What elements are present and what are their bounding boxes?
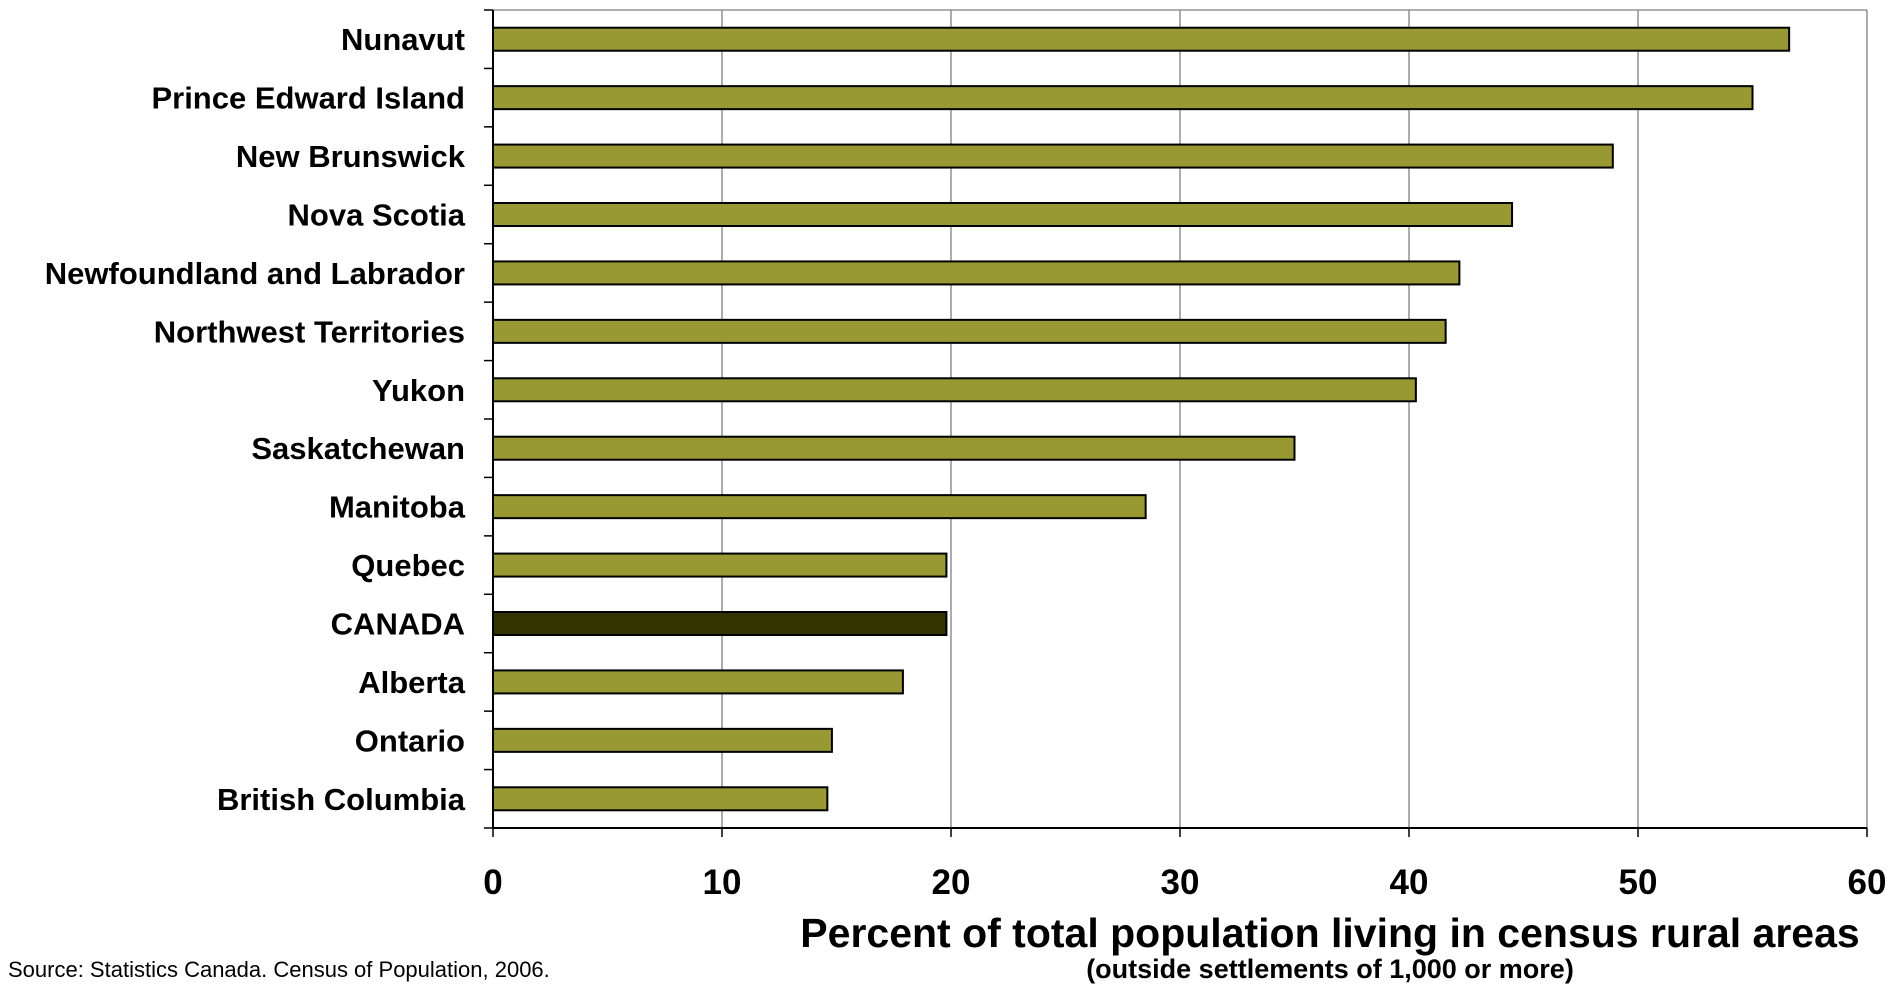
bar-prince-edward-island	[493, 86, 1753, 109]
bar-ontario	[493, 729, 832, 752]
category-label-new-brunswick: New Brunswick	[236, 139, 466, 174]
bar-alberta	[493, 670, 903, 693]
x-tick-labels: 0 10 20 30 40 50 60	[483, 863, 1886, 902]
category-label-prince-edward-island: Prince Edward Island	[151, 81, 465, 116]
bar-british-columbia	[493, 787, 827, 810]
x-tick-label-10: 10	[703, 863, 742, 902]
category-label-canada: CANADA	[331, 607, 465, 642]
category-label-quebec: Quebec	[351, 548, 465, 583]
category-label-manitoba: Manitoba	[329, 490, 466, 525]
x-tick-label-50: 50	[1619, 863, 1658, 902]
x-tick-label-0: 0	[483, 863, 502, 902]
bar-newfoundland-and-labrador	[493, 261, 1459, 284]
category-label-nova-scotia: Nova Scotia	[288, 198, 466, 233]
x-tick-label-30: 30	[1161, 863, 1200, 902]
bar-northwest-territories	[493, 320, 1446, 343]
bar-saskatchewan	[493, 437, 1295, 460]
bar-nunavut	[493, 28, 1789, 51]
category-label-newfoundland-and-labrador: Newfoundland and Labrador	[45, 256, 465, 291]
category-label-ontario: Ontario	[355, 723, 465, 758]
category-label-british-columbia: British Columbia	[217, 782, 466, 817]
bar-canada	[493, 612, 946, 635]
category-label-yukon: Yukon	[372, 373, 465, 408]
category-labels: Nunavut Prince Edward Island New Brunswick…	[45, 22, 466, 817]
axes	[484, 10, 1867, 837]
source-note: Source: Statistics Canada. Census of Pop…	[8, 957, 550, 982]
x-axis-subtitle: (outside settlements of 1,000 or more)	[1086, 954, 1574, 984]
x-tick-label-40: 40	[1390, 863, 1429, 902]
category-label-northwest-territories: Northwest Territories	[154, 314, 465, 349]
x-axis-title: Percent of total population living in ce…	[800, 910, 1859, 956]
x-tick-label-20: 20	[932, 863, 971, 902]
gridlines	[493, 10, 1867, 828]
category-label-saskatchewan: Saskatchewan	[251, 431, 465, 466]
bar-nova-scotia	[493, 203, 1512, 226]
bar-yukon	[493, 378, 1416, 401]
bar-new-brunswick	[493, 145, 1613, 168]
bar-quebec	[493, 554, 946, 577]
category-label-nunavut: Nunavut	[341, 22, 465, 57]
category-label-alberta: Alberta	[358, 665, 466, 700]
bars	[493, 28, 1789, 811]
bar-manitoba	[493, 495, 1146, 518]
x-tick-label-60: 60	[1848, 863, 1887, 902]
